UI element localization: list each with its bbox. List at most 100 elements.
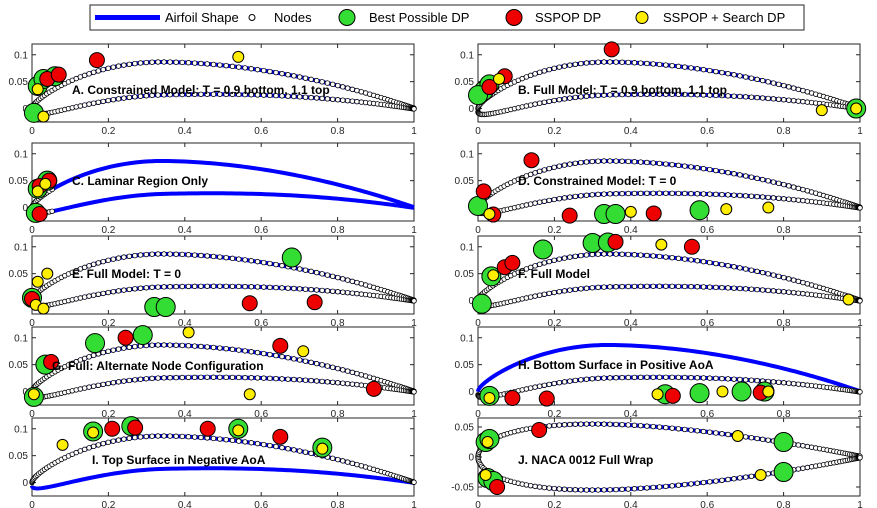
node-marker bbox=[173, 342, 179, 348]
node-marker bbox=[707, 191, 713, 197]
node-marker bbox=[105, 257, 111, 264]
node-marker bbox=[126, 344, 133, 350]
node-marker bbox=[700, 284, 707, 290]
node-marker bbox=[308, 286, 314, 293]
node-marker bbox=[804, 464, 811, 471]
node-marker bbox=[644, 252, 650, 259]
node-marker bbox=[541, 260, 548, 266]
search-dp-marker bbox=[39, 177, 52, 190]
x-tick-label: 0.8 bbox=[777, 126, 791, 137]
node-marker bbox=[121, 254, 127, 260]
node-marker bbox=[81, 385, 88, 391]
node-marker bbox=[583, 192, 590, 198]
best-dp-marker bbox=[281, 247, 302, 268]
search-dp-marker bbox=[316, 442, 329, 455]
node-marker bbox=[804, 443, 811, 450]
x-tick-label: 0.8 bbox=[331, 500, 345, 508]
node-marker bbox=[273, 92, 279, 99]
node-marker bbox=[313, 269, 320, 276]
node-marker bbox=[707, 479, 713, 485]
panel-title: H. Bottom Surface in Positive AoA bbox=[518, 358, 714, 372]
sspop-dp-marker bbox=[127, 419, 144, 436]
node-marker bbox=[613, 375, 619, 381]
node-marker bbox=[800, 197, 806, 204]
node-marker bbox=[682, 426, 688, 433]
node-marker bbox=[532, 384, 538, 390]
node-marker bbox=[619, 251, 625, 257]
node-marker bbox=[185, 252, 192, 258]
node-marker bbox=[223, 283, 229, 290]
airfoil-upper-surface bbox=[30, 158, 416, 210]
node-marker bbox=[754, 175, 760, 182]
node-marker bbox=[663, 424, 669, 431]
node-marker bbox=[335, 456, 341, 463]
node-marker bbox=[297, 357, 303, 363]
node-marker bbox=[81, 102, 88, 108]
node-marker bbox=[748, 286, 755, 292]
panel-title: G. Full: Alternate Node Configuration bbox=[52, 359, 264, 373]
node-marker bbox=[155, 284, 161, 290]
node-marker bbox=[105, 439, 111, 446]
node-marker bbox=[179, 283, 185, 290]
node-marker bbox=[210, 344, 217, 351]
node-marker bbox=[556, 96, 563, 103]
node-marker bbox=[236, 347, 242, 353]
node-marker bbox=[536, 100, 543, 106]
node-marker bbox=[349, 86, 356, 93]
node-marker bbox=[743, 173, 749, 179]
node-marker bbox=[541, 99, 548, 105]
node-marker bbox=[273, 69, 279, 76]
node-marker bbox=[578, 193, 584, 199]
node-marker bbox=[613, 92, 619, 98]
node-marker bbox=[795, 185, 802, 192]
node-marker bbox=[781, 380, 787, 386]
node-marker bbox=[319, 79, 325, 85]
node-marker bbox=[663, 91, 669, 97]
node-marker bbox=[132, 94, 138, 100]
node-marker bbox=[536, 261, 543, 268]
node-marker bbox=[694, 92, 701, 98]
node-marker bbox=[800, 87, 806, 94]
node-marker bbox=[561, 162, 568, 168]
node-marker bbox=[173, 59, 179, 65]
y-tick-label: 0 bbox=[468, 296, 474, 307]
node-marker bbox=[302, 94, 309, 100]
node-marker bbox=[242, 65, 248, 71]
x-tick-label: 0.6 bbox=[700, 500, 714, 508]
node-marker bbox=[198, 252, 204, 259]
panel-title: E. Full Model: T = 0 bbox=[72, 267, 181, 281]
node-marker bbox=[607, 158, 613, 164]
node-marker bbox=[650, 160, 656, 166]
node-marker bbox=[578, 252, 584, 259]
node-marker bbox=[700, 92, 707, 98]
node-marker bbox=[743, 193, 749, 199]
node-marker bbox=[198, 60, 204, 67]
node-marker bbox=[800, 381, 806, 388]
sspop-dp-marker bbox=[199, 420, 216, 437]
search-dp-marker bbox=[37, 110, 50, 123]
node-marker bbox=[637, 60, 644, 66]
node-marker bbox=[90, 352, 97, 359]
node-marker bbox=[572, 160, 579, 166]
node-marker bbox=[532, 71, 538, 77]
node-marker bbox=[556, 256, 563, 262]
node-marker bbox=[191, 434, 198, 440]
y-tick-label: 0.05 bbox=[455, 423, 475, 434]
node-marker bbox=[90, 292, 97, 298]
airfoil-lower-surface bbox=[30, 466, 416, 491]
node-marker bbox=[619, 158, 625, 164]
node-marker bbox=[619, 421, 625, 428]
node-marker bbox=[110, 379, 117, 386]
y-tick-label: 0 bbox=[468, 104, 474, 115]
node-marker bbox=[775, 288, 782, 294]
node-marker bbox=[656, 283, 663, 289]
node-marker bbox=[682, 283, 688, 290]
search-dp-marker bbox=[41, 267, 54, 280]
node-marker bbox=[536, 168, 543, 175]
node-marker bbox=[731, 72, 737, 78]
node-marker bbox=[340, 367, 346, 373]
node-marker bbox=[759, 176, 766, 183]
node-marker bbox=[185, 374, 192, 381]
